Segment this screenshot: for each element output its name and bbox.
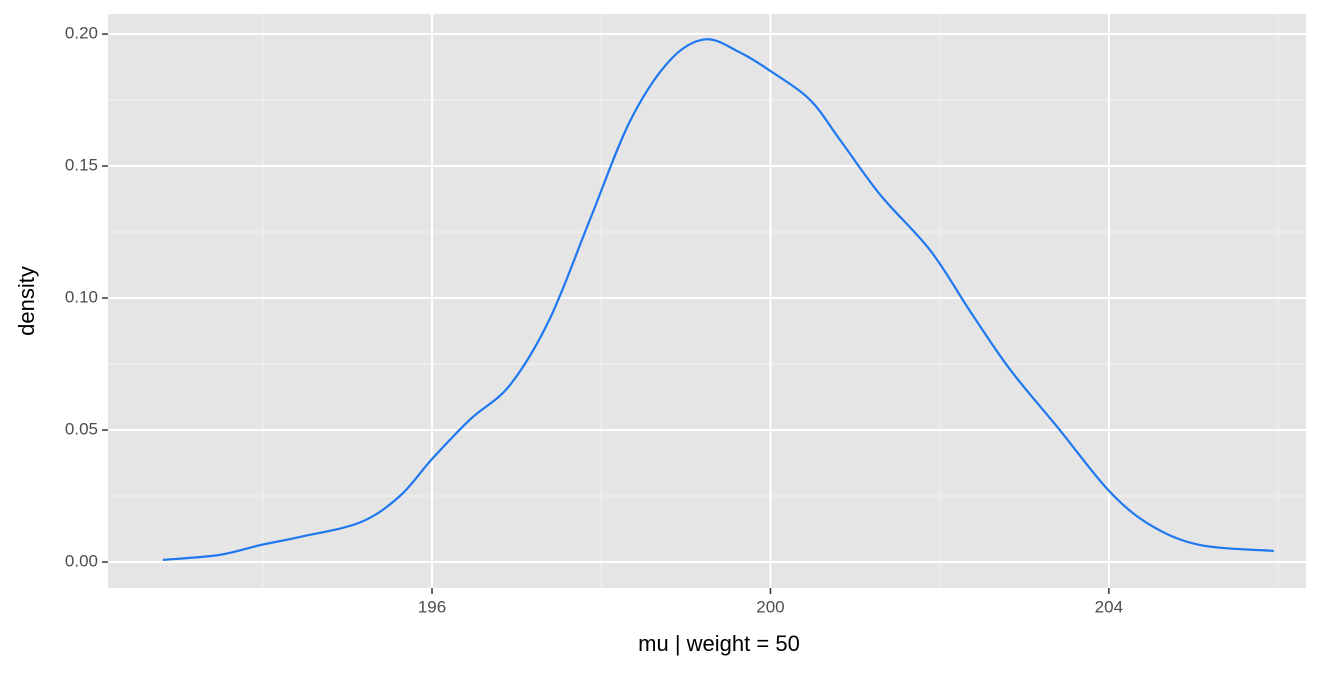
y-axis-title: density bbox=[14, 266, 39, 336]
y-tick-label: 0.10 bbox=[65, 288, 98, 307]
x-axis-title: mu | weight = 50 bbox=[638, 631, 800, 656]
density-line bbox=[162, 38, 1274, 561]
y-tick-label: 0.00 bbox=[65, 551, 98, 570]
x-tick-label: 204 bbox=[1095, 597, 1123, 616]
x-tick-label: 196 bbox=[418, 597, 446, 616]
panel bbox=[108, 14, 1306, 588]
x-tick-label: 200 bbox=[756, 597, 784, 616]
y-tick-label: 0.20 bbox=[65, 24, 98, 43]
y-tick-label: 0.05 bbox=[65, 419, 98, 438]
y-tick-label: 0.15 bbox=[65, 156, 98, 175]
